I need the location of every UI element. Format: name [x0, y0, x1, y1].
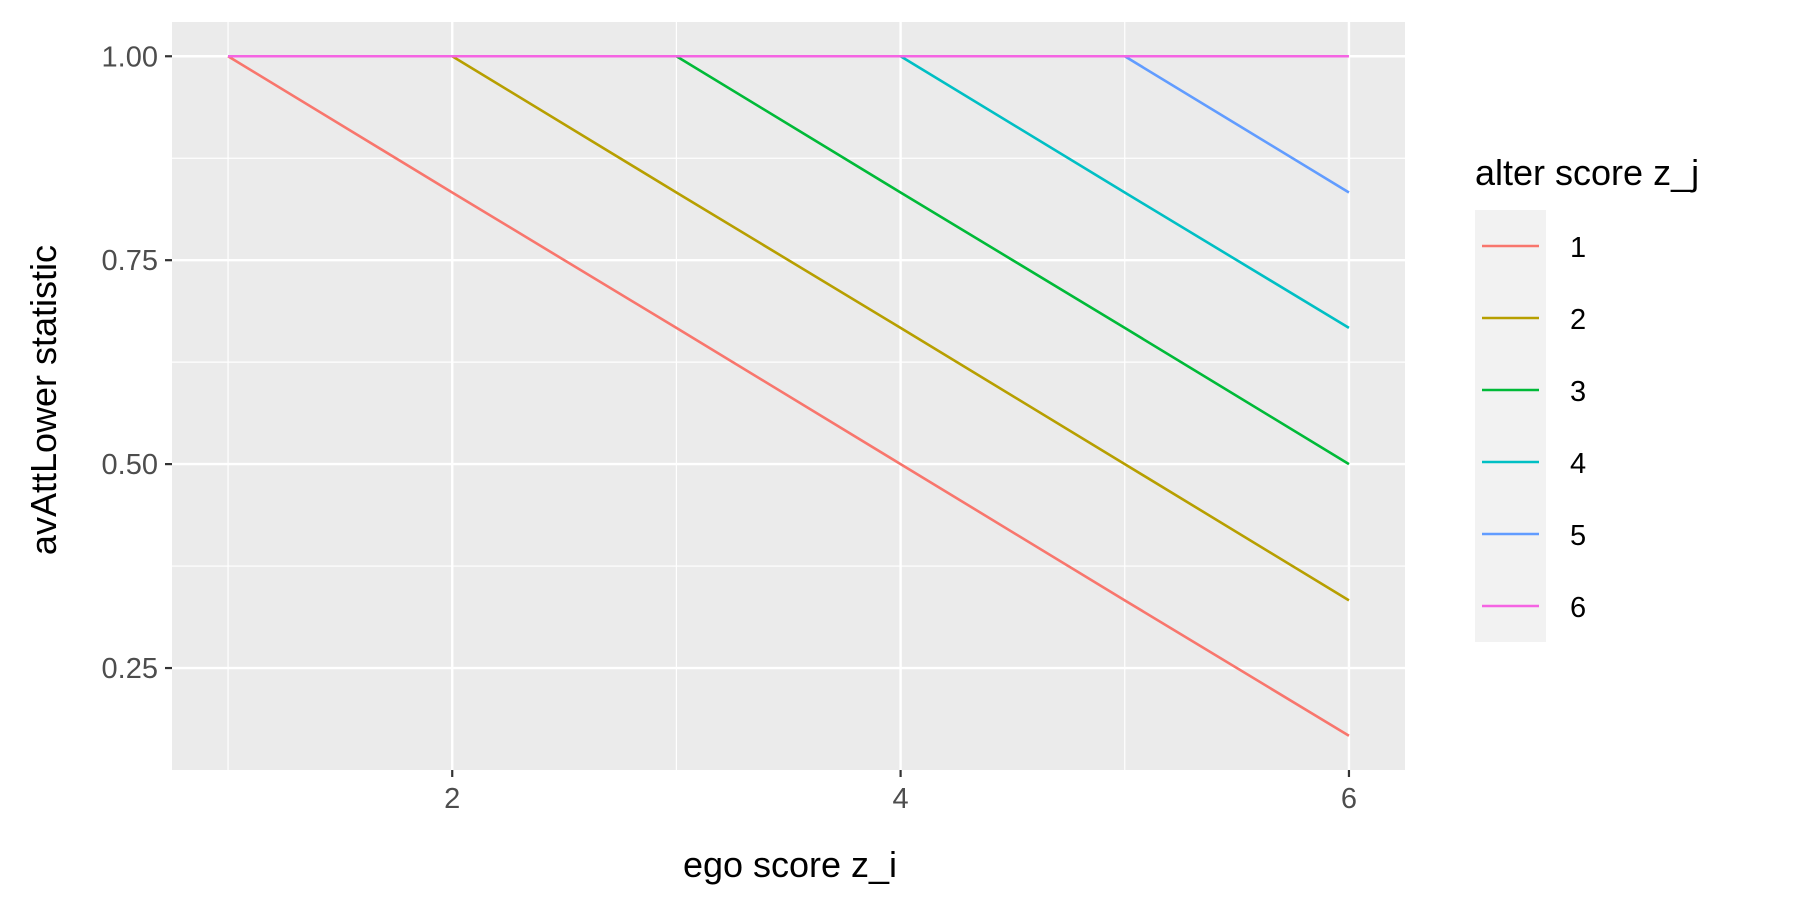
- y-tick-label: 1.00: [102, 41, 158, 73]
- y-tick-label: 0.50: [102, 449, 158, 481]
- x-tick-label: 2: [444, 783, 460, 815]
- x-tick-label: 6: [1341, 783, 1357, 815]
- y-tick-label: 0.25: [102, 653, 158, 685]
- grid-lines: [172, 22, 1405, 770]
- y-axis-title: avAttLower statistic: [23, 245, 64, 555]
- axes: 2 4 6 0.25 0.50 0.75 1.00: [102, 41, 1357, 815]
- legend-label-4: 4: [1570, 448, 1586, 480]
- series-lines: [227, 54, 1350, 737]
- legend-label-2: 2: [1570, 304, 1586, 336]
- legend-title: alter score z_j: [1475, 152, 1699, 193]
- legend-label-6: 6: [1570, 592, 1586, 624]
- x-axis-title: ego score z_i: [683, 844, 897, 885]
- legend: alter score z_j 1 2 3 4 5 6: [1475, 152, 1699, 642]
- legend-label-3: 3: [1570, 376, 1586, 408]
- y-tick-label: 0.75: [102, 245, 158, 277]
- legend-label-1: 1: [1570, 232, 1586, 264]
- x-tick-label: 4: [893, 783, 909, 815]
- series-line-1: [227, 55, 1350, 737]
- legend-label-5: 5: [1570, 520, 1586, 552]
